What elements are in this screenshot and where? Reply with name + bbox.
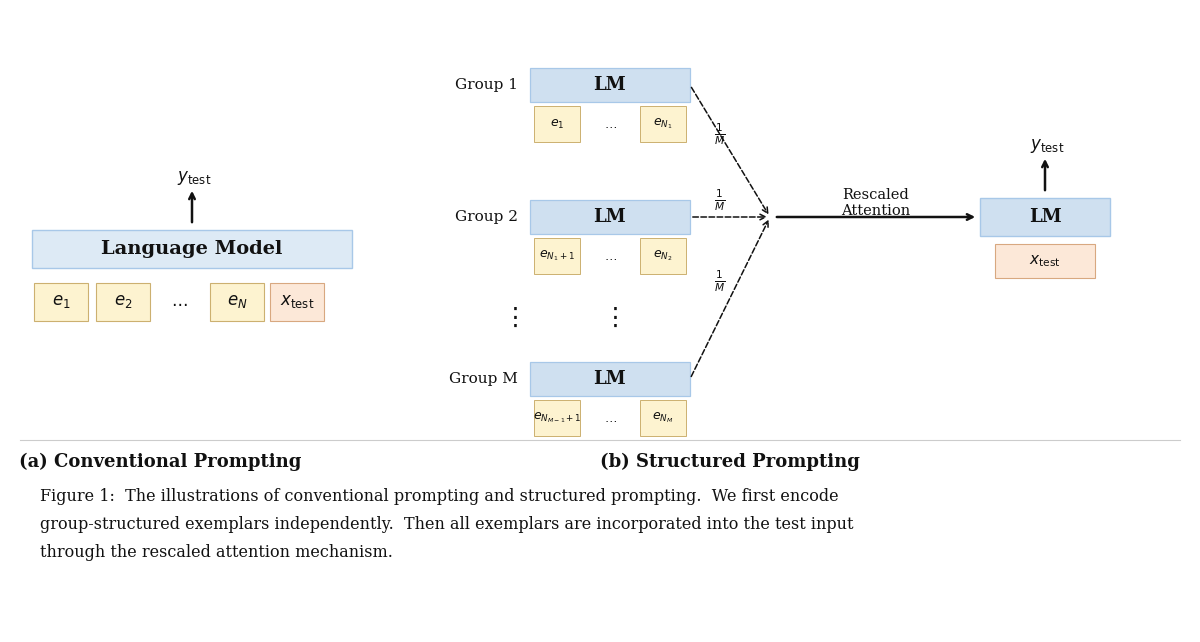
Bar [210,283,264,321]
Text: through the rescaled attention mechanism.: through the rescaled attention mechanism… [40,544,392,561]
Text: group-structured exemplars independently.  Then all exemplars are incorporated i: group-structured exemplars independently… [40,516,853,533]
Text: $e_{N_1+1}$: $e_{N_1+1}$ [539,248,575,263]
Text: LM: LM [594,76,626,94]
Bar [96,283,150,321]
Bar [270,283,324,321]
Text: $e_1$: $e_1$ [52,293,71,311]
Text: LM: LM [1028,208,1061,226]
Text: Group 2: Group 2 [455,210,518,224]
Text: $e_1$: $e_1$ [550,117,564,130]
Text: $e_N$: $e_N$ [227,293,247,311]
Bar [640,400,686,436]
Text: $\ldots$: $\ldots$ [170,293,187,311]
Text: $x_{\mathrm{test}}$: $x_{\mathrm{test}}$ [280,293,314,311]
Bar [995,244,1096,278]
Text: Group M: Group M [449,372,518,386]
Text: $e_{N_2}$: $e_{N_2}$ [653,248,673,263]
Bar [530,200,690,234]
Bar [640,106,686,142]
Text: LM: LM [594,370,626,388]
Text: $x_{\mathrm{test}}$: $x_{\mathrm{test}}$ [1030,253,1061,269]
Text: Attention: Attention [841,204,911,218]
Bar [980,198,1110,236]
Text: $\ldots$: $\ldots$ [604,250,617,263]
Text: $\frac{1}{M}$: $\frac{1}{M}$ [714,121,726,147]
Text: $\frac{1}{M}$: $\frac{1}{M}$ [714,187,726,213]
Text: $e_{N_M}$: $e_{N_M}$ [653,411,673,425]
Bar [530,68,690,102]
Text: (a) Conventional Prompting: (a) Conventional Prompting [19,453,301,471]
Text: Rescaled: Rescaled [842,188,910,202]
Bar [534,238,580,274]
Text: Group 1: Group 1 [455,78,518,92]
Text: $y_{\mathrm{test}}$: $y_{\mathrm{test}}$ [1030,137,1064,155]
Text: $e_{N_1}$: $e_{N_1}$ [653,117,673,131]
Text: Language Model: Language Model [101,240,283,258]
Text: $\vdots$: $\vdots$ [503,306,518,329]
Text: $\vdots$: $\vdots$ [602,306,618,329]
Text: $e_{N_{M-1}+1}$: $e_{N_{M-1}+1}$ [533,411,581,425]
Text: $\ldots$: $\ldots$ [604,117,617,130]
Text: $y_{\mathrm{test}}$: $y_{\mathrm{test}}$ [176,169,211,187]
Bar [640,238,686,274]
Text: $\frac{1}{M}$: $\frac{1}{M}$ [714,268,726,294]
Bar [530,362,690,396]
Text: LM: LM [594,208,626,226]
Bar [34,283,88,321]
Bar [534,400,580,436]
Text: (b) Structured Prompting: (b) Structured Prompting [600,453,860,471]
Text: $\ldots$: $\ldots$ [604,412,617,424]
Text: $e_2$: $e_2$ [114,293,132,311]
Text: Figure 1:  The illustrations of conventional prompting and structured prompting.: Figure 1: The illustrations of conventio… [40,488,839,505]
Bar [534,106,580,142]
Bar [32,230,352,268]
